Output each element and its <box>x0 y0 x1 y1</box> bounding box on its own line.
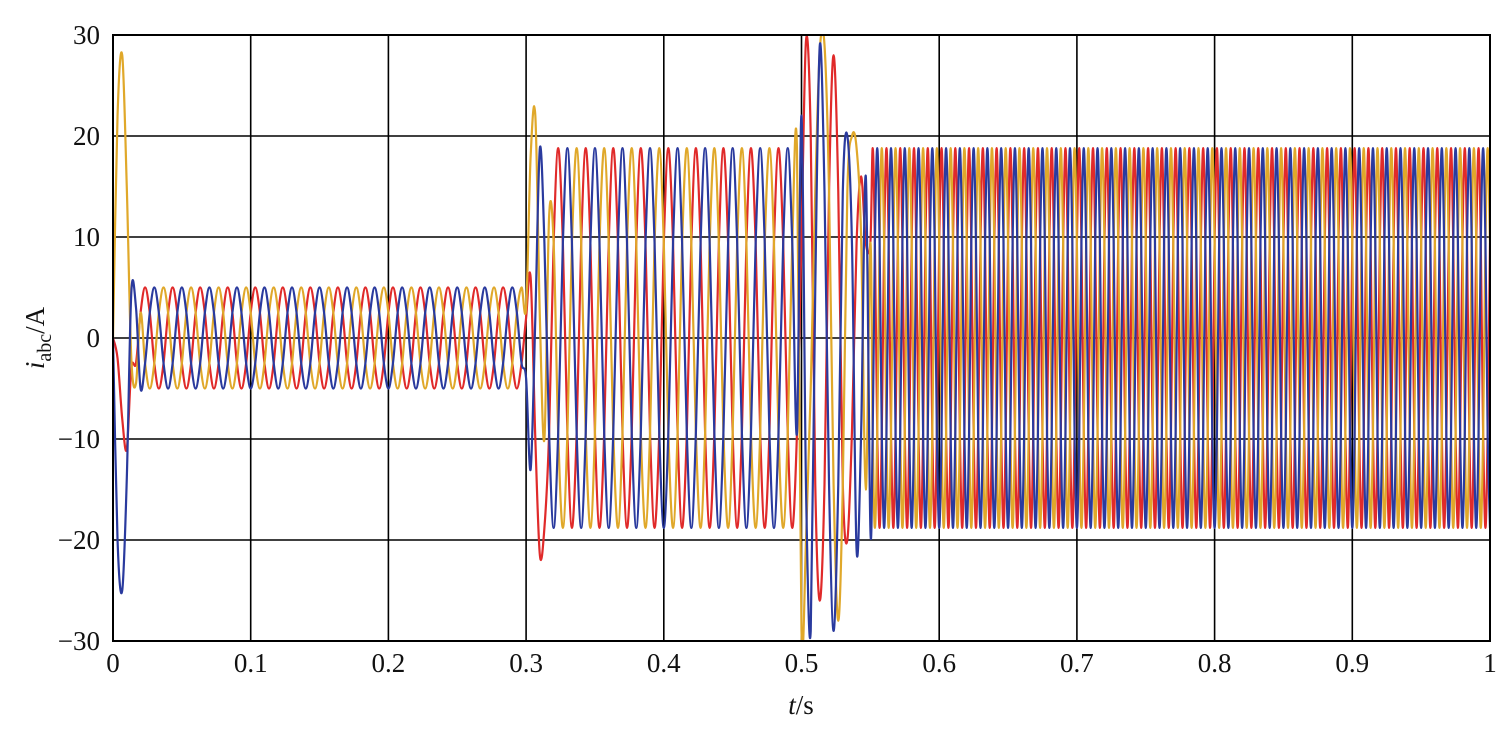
y-label-subscript: abc <box>34 334 56 362</box>
y-tick-label: −30 <box>58 626 100 656</box>
x-tick-label: 0 <box>106 648 120 678</box>
series-line <box>113 42 1490 640</box>
y-tick-label: 0 <box>87 323 101 353</box>
x-tick-label: 0.1 <box>234 648 268 678</box>
x-axis-label: t/s <box>788 690 814 720</box>
x-tick-label: 0.7 <box>1060 648 1094 678</box>
x-tick-label: 0.8 <box>1198 648 1232 678</box>
y-tick-label: 30 <box>73 20 100 50</box>
x-tick-label: 0.4 <box>647 648 681 678</box>
y-tick-label: −20 <box>58 525 100 555</box>
x-tick-label: 0.3 <box>509 648 543 678</box>
x-tick-label: 1 <box>1483 648 1497 678</box>
y-tick-label: 20 <box>73 121 100 151</box>
y-label-unit: /A <box>20 306 50 334</box>
x-tick-label: 0.2 <box>372 648 406 678</box>
y-label-symbol: i <box>20 362 50 370</box>
y-axis-label: iabc/A <box>20 306 56 369</box>
plot-lines <box>113 35 1490 641</box>
y-tick-label: −10 <box>58 424 100 454</box>
x-tick-label: 0.9 <box>1335 648 1369 678</box>
x-tick-label: 0.5 <box>785 648 819 678</box>
plot-frame <box>112 34 1491 642</box>
y-tick-label: 10 <box>73 222 100 252</box>
x-tick-label: 0.6 <box>922 648 956 678</box>
tick-labels: 0 0.1 0.2 0.3 0.4 0.5 0.6 0.7 0.8 0.9 1 −30 −20 −10 0 1… <box>58 20 1497 678</box>
x-label-unit: /s <box>796 690 814 720</box>
x-label-symbol: t <box>788 690 797 720</box>
